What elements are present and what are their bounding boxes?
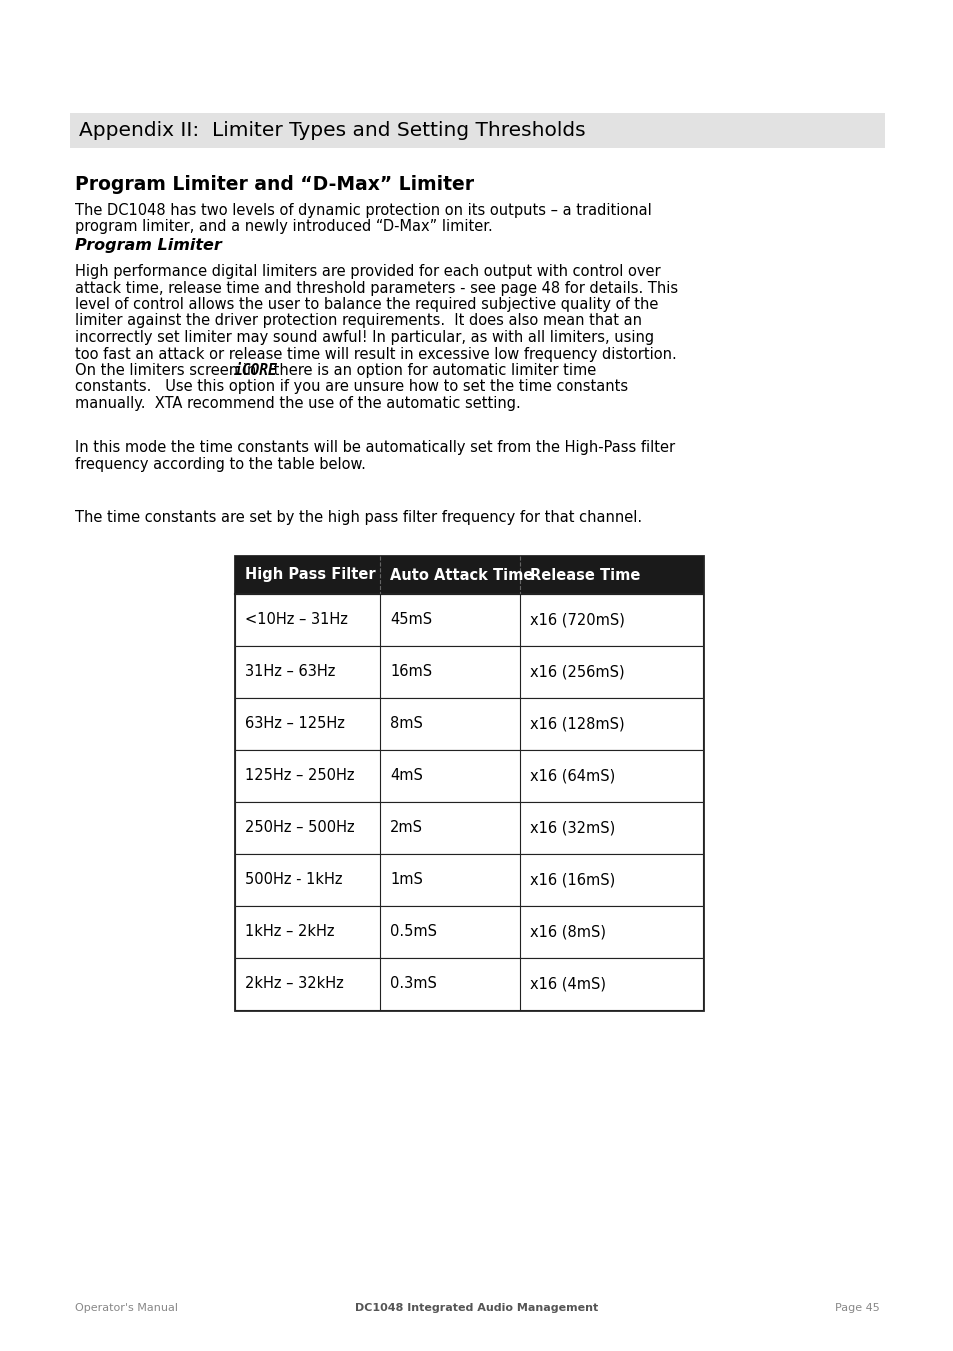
Bar: [234, 698, 702, 750]
Text: x16 (128mS): x16 (128mS): [530, 716, 624, 731]
Text: x16 (32mS): x16 (32mS): [530, 820, 615, 835]
Bar: [234, 854, 702, 907]
Text: x16 (16mS): x16 (16mS): [530, 873, 615, 888]
Text: Auto Attack Time: Auto Attack Time: [390, 567, 533, 582]
Text: Release Time: Release Time: [530, 567, 639, 582]
Text: x16 (256mS): x16 (256mS): [530, 665, 624, 680]
Text: 0.5mS: 0.5mS: [390, 924, 436, 939]
Text: 63Hz – 125Hz: 63Hz – 125Hz: [245, 716, 345, 731]
Text: 125Hz – 250Hz: 125Hz – 250Hz: [245, 769, 355, 784]
Bar: [70, 113, 884, 149]
Bar: [234, 594, 702, 646]
Text: DC1048 Integrated Audio Management: DC1048 Integrated Audio Management: [355, 1302, 598, 1313]
Text: limiter against the driver protection requirements.  It does also mean that an: limiter against the driver protection re…: [75, 313, 641, 328]
Text: 4mS: 4mS: [390, 769, 422, 784]
Text: incorrectly set limiter may sound awful! In particular, as with all limiters, us: incorrectly set limiter may sound awful!…: [75, 330, 654, 345]
Text: 2mS: 2mS: [390, 820, 422, 835]
Text: 2kHz – 32kHz: 2kHz – 32kHz: [245, 977, 343, 992]
Bar: [234, 907, 702, 958]
Text: 250Hz – 500Hz: 250Hz – 500Hz: [245, 820, 355, 835]
Text: 0.3mS: 0.3mS: [390, 977, 436, 992]
Bar: [234, 557, 702, 1011]
Text: there is an option for automatic limiter time: there is an option for automatic limiter…: [269, 363, 596, 378]
Text: constants.   Use this option if you are unsure how to set the time constants: constants. Use this option if you are un…: [75, 380, 627, 394]
Text: 45mS: 45mS: [390, 612, 432, 627]
Text: Program Limiter and “D-Max” Limiter: Program Limiter and “D-Max” Limiter: [75, 176, 474, 195]
Text: Page 45: Page 45: [835, 1302, 879, 1313]
Text: 16mS: 16mS: [390, 665, 432, 680]
Bar: [234, 802, 702, 854]
Text: 500Hz - 1kHz: 500Hz - 1kHz: [245, 873, 342, 888]
Text: Appendix II:  Limiter Types and Setting Thresholds: Appendix II: Limiter Types and Setting T…: [79, 122, 585, 141]
Text: Operator's Manual: Operator's Manual: [75, 1302, 178, 1313]
Text: level of control allows the user to balance the required subjective quality of t: level of control allows the user to bala…: [75, 297, 658, 312]
Text: program limiter, and a newly introduced “D-Max” limiter.: program limiter, and a newly introduced …: [75, 219, 493, 235]
Text: x16 (8mS): x16 (8mS): [530, 924, 605, 939]
Text: High performance digital limiters are provided for each output with control over: High performance digital limiters are pr…: [75, 263, 659, 280]
Text: iCORE: iCORE: [233, 363, 277, 378]
Text: x16 (64mS): x16 (64mS): [530, 769, 615, 784]
Text: manually.  XTA recommend the use of the automatic setting.: manually. XTA recommend the use of the a…: [75, 396, 520, 411]
Text: x16 (720mS): x16 (720mS): [530, 612, 624, 627]
Bar: [234, 958, 702, 1011]
Text: On the limiters screen in: On the limiters screen in: [75, 363, 260, 378]
Text: High Pass Filter: High Pass Filter: [245, 567, 375, 582]
Text: 1mS: 1mS: [390, 873, 422, 888]
Text: 1kHz – 2kHz: 1kHz – 2kHz: [245, 924, 335, 939]
Text: x16 (4mS): x16 (4mS): [530, 977, 605, 992]
Text: Program Limiter: Program Limiter: [75, 238, 221, 253]
Text: frequency according to the table below.: frequency according to the table below.: [75, 457, 366, 471]
Text: In this mode the time constants will be automatically set from the High-Pass fil: In this mode the time constants will be …: [75, 440, 675, 455]
Text: <10Hz – 31Hz: <10Hz – 31Hz: [245, 612, 348, 627]
Bar: [234, 750, 702, 802]
Text: too fast an attack or release time will result in excessive low frequency distor: too fast an attack or release time will …: [75, 346, 676, 362]
Text: The time constants are set by the high pass filter frequency for that channel.: The time constants are set by the high p…: [75, 509, 641, 526]
Bar: [234, 557, 702, 594]
Text: attack time, release time and threshold parameters - see page 48 for details. Th: attack time, release time and threshold …: [75, 281, 678, 296]
Text: 31Hz – 63Hz: 31Hz – 63Hz: [245, 665, 335, 680]
Text: 8mS: 8mS: [390, 716, 422, 731]
Text: The DC1048 has two levels of dynamic protection on its outputs – a traditional: The DC1048 has two levels of dynamic pro…: [75, 203, 651, 218]
Bar: [234, 646, 702, 698]
